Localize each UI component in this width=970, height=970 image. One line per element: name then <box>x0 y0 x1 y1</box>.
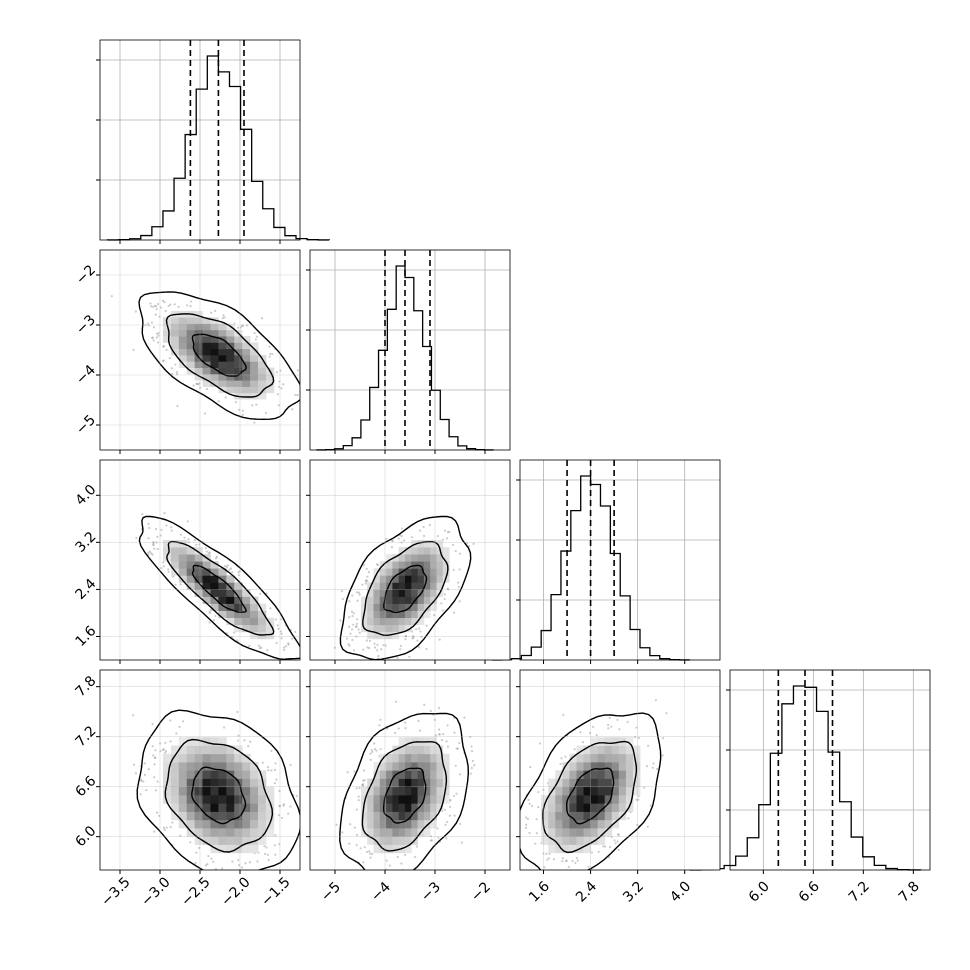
panel-frame <box>309 669 511 871</box>
scatter-points <box>333 523 475 660</box>
contour-line <box>565 767 615 825</box>
grid <box>100 40 300 240</box>
grid <box>310 250 510 450</box>
x-tick-label: 4.0 <box>667 878 694 905</box>
x-axis-2: 1.6 2.4 3.2 4.0 <box>526 878 694 905</box>
panel-frame <box>309 459 511 661</box>
contour-line <box>542 740 638 854</box>
x-tick-label: −2.5 <box>178 874 213 909</box>
contour-line <box>136 709 300 870</box>
scatter-panel-3-1 <box>306 669 511 874</box>
contour-line <box>191 333 247 377</box>
y-tick-label: 7.2 <box>72 723 99 750</box>
scatter-panel-3-2 <box>516 669 721 874</box>
x-tick-label: 7.2 <box>846 878 873 905</box>
scatter-points <box>135 512 297 660</box>
x-tick-label: −1.5 <box>258 874 293 909</box>
x-tick-label: −3 <box>418 879 444 905</box>
x-axis-0: −3.5 −3.0 −2.5 −2.0 −1.5 <box>98 874 293 909</box>
x-tick-label: −3.0 <box>138 874 173 909</box>
scatter-panel-3-0: 6.0 6.6 7.2 7.8 <box>72 669 301 874</box>
scatter-panel-1-0: −5 −4 −3 −2 <box>73 249 301 454</box>
x-tick-label: 7.8 <box>896 878 923 905</box>
panel-contents <box>100 460 300 660</box>
contour-line <box>191 564 247 614</box>
panel-frame <box>519 669 721 871</box>
grid <box>310 460 510 660</box>
panel-frame <box>309 249 511 451</box>
contour-line <box>138 291 300 421</box>
y-tick-label: −2 <box>73 262 99 288</box>
contour-line <box>361 741 448 852</box>
panel-contents <box>520 670 720 870</box>
scatter-panel-2-1 <box>306 459 511 664</box>
y-tick-label: 4.0 <box>72 482 99 509</box>
panel-contents <box>100 670 300 870</box>
grid <box>520 670 720 870</box>
x-axis-1: −5 −4 −3 −2 <box>318 879 494 905</box>
grid <box>100 670 300 870</box>
x-tick-label: 1.6 <box>526 878 553 905</box>
scatter-panel-2-0: 1.6 2.4 3.2 4.0 <box>72 459 301 664</box>
y-tick-label: −4 <box>73 362 99 388</box>
density-cells <box>541 737 641 854</box>
y-tick-label: −5 <box>73 412 99 438</box>
panel-contents <box>310 670 510 870</box>
x-tick-label: 6.6 <box>796 878 823 905</box>
grid <box>310 670 510 870</box>
x-tick-label: −4 <box>368 879 394 905</box>
x-axis-3: 6.0 6.6 7.2 7.8 <box>746 870 923 906</box>
contour-line <box>166 541 275 636</box>
x-tick-label: −2 <box>468 879 494 905</box>
contour-line <box>164 738 274 853</box>
y-tick-label: −3 <box>73 312 99 338</box>
y-tick-label: 1.6 <box>72 623 99 650</box>
x-tick-label: 2.4 <box>573 878 600 905</box>
x-tick-label: −3.5 <box>98 874 133 909</box>
y-tick-label: 2.4 <box>72 576 99 603</box>
histogram-panel-0 <box>96 39 330 241</box>
y-tick-label: 6.0 <box>72 823 99 850</box>
panel-frame <box>729 669 931 871</box>
contour-line <box>339 515 472 660</box>
y-tick-label: 6.6 <box>72 773 99 800</box>
x-tick-label: 3.2 <box>620 878 647 905</box>
contour-line <box>191 766 247 825</box>
contour-line <box>165 313 275 398</box>
y-tick-label: 7.8 <box>72 673 99 700</box>
grid <box>100 250 300 450</box>
x-tick-label: −2.0 <box>218 874 253 909</box>
panel-frame <box>519 459 721 661</box>
histogram-panel-3 <box>688 669 931 871</box>
panel-contents <box>100 250 300 450</box>
grid <box>100 460 300 660</box>
contour-line <box>520 712 662 870</box>
contour-line <box>362 541 449 637</box>
x-tick-label: −5 <box>318 879 344 905</box>
scatter-points <box>132 710 298 870</box>
contour-line <box>138 515 300 660</box>
y-tick-label: 3.2 <box>72 529 99 556</box>
x-tick-label: 6.0 <box>746 878 773 905</box>
histogram-panel-1 <box>306 249 511 451</box>
scatter-points <box>110 295 299 424</box>
histogram-panel-2 <box>491 459 721 661</box>
panel-contents <box>310 460 510 660</box>
contour-line <box>383 767 427 824</box>
grid <box>730 670 930 870</box>
histogram-step <box>688 685 922 871</box>
